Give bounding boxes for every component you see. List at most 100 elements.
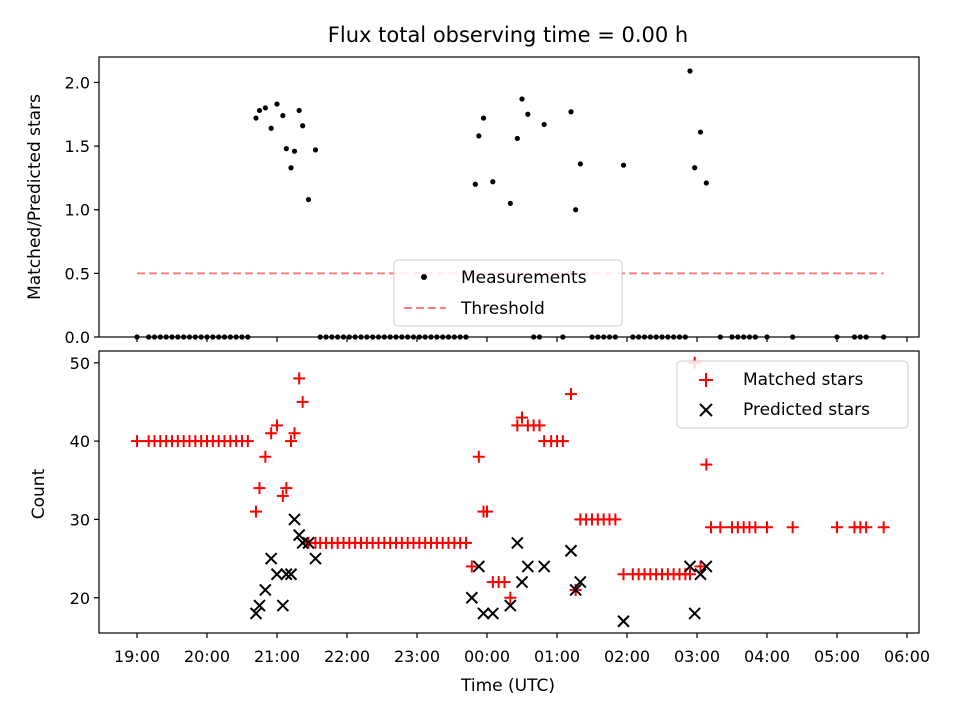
predicted-star-point	[617, 615, 630, 628]
matched-star-point	[460, 536, 472, 549]
top-y-tick-label: 1.5	[65, 137, 90, 156]
bottom-x-tick-label: 20:00	[184, 647, 230, 666]
bottom-ylabel: Count	[29, 468, 49, 519]
predicted-star-point	[569, 583, 582, 597]
bottom-axes-frame	[98, 350, 920, 634]
measurement-point	[480, 115, 487, 121]
legend-threshold-label: Threshold	[460, 299, 545, 319]
predicted-star-point	[477, 607, 490, 620]
matched-star-point	[609, 513, 622, 526]
matched-star-point	[253, 482, 266, 495]
matched-star-point	[472, 450, 485, 463]
bottom-xlabel: Time (UTC)	[460, 676, 555, 696]
matched-star-point	[241, 435, 254, 448]
predicted-star-point	[511, 536, 524, 550]
bottom-y-tick-label: 50	[70, 354, 90, 373]
bottom-x-tick-label: 03:00	[674, 647, 720, 666]
measurement-point	[472, 181, 478, 187]
matched-star-point	[533, 419, 546, 432]
measurement-point	[300, 123, 306, 129]
bottom-x-tick-label: 04:00	[744, 647, 790, 666]
predicted-star-point	[688, 607, 701, 620]
predicted-star-point	[683, 560, 697, 573]
matched-star-point	[684, 568, 696, 581]
predicted-star-point	[564, 544, 578, 557]
measurement-point	[291, 148, 298, 154]
matched-star-point	[271, 419, 283, 432]
top-legend: Measurements Threshold	[393, 259, 623, 327]
measurement-point	[703, 180, 709, 186]
bottom-legend: Matched stars Predicted stars	[676, 360, 909, 429]
legend-predicted-marker	[699, 403, 713, 417]
predicted-star-point	[270, 568, 284, 581]
legend-matched-marker	[699, 373, 713, 387]
matched-star-point	[511, 419, 524, 432]
predicted-star-point	[472, 560, 486, 573]
predicted-star-point	[253, 599, 266, 612]
matched-star-point	[296, 395, 309, 408]
top-ylabel: Matched/Predicted stars	[25, 94, 45, 300]
bottom-x-tick-label: 06:00	[884, 647, 930, 666]
matched-star-point	[465, 560, 478, 573]
matched-star-point	[565, 388, 577, 401]
matched-star-point	[293, 372, 306, 385]
measurement-point	[568, 109, 574, 115]
matched-star-point	[280, 482, 293, 495]
measurement-point	[541, 121, 547, 128]
top-y-tick-label: 1.0	[65, 201, 90, 220]
bottom-y-tick-label: 20	[70, 589, 90, 608]
top-y-tick-label: 0.0	[65, 328, 90, 347]
matched-star-point	[694, 560, 707, 573]
measurement-point	[697, 129, 704, 135]
legend-predicted-label: Predicted stars	[743, 400, 870, 420]
bottom-x-tick-label: 01:00	[534, 647, 580, 666]
measurement-point	[312, 147, 319, 153]
measurement-point	[280, 112, 286, 119]
matched-star-point	[498, 576, 511, 589]
predicted-star-point	[486, 607, 500, 620]
measurement-point	[514, 135, 520, 142]
bottom-x-tick-label: 05:00	[814, 647, 860, 666]
measurement-point	[256, 107, 263, 114]
measurement-point	[253, 115, 259, 121]
top-y-ticks: 0.0 0.5 1.0 1.5 2.0	[65, 73, 99, 347]
bottom-x-ticks: 19:00 20:00 21:00 22:00 23:00 00:00 01:00 02:00…	[114, 633, 930, 666]
matched-star-point	[481, 505, 493, 518]
measurement-point	[620, 162, 627, 168]
matched-star-point	[700, 458, 713, 471]
measurement-point	[507, 200, 513, 206]
top-y-tick-label: 2.0	[65, 73, 90, 92]
predicted-star-point	[276, 599, 290, 612]
measurement-point	[268, 125, 274, 131]
measurement-point	[577, 161, 583, 167]
measurement-point	[476, 133, 482, 139]
measurement-point	[262, 105, 268, 111]
bottom-x-tick-label: 02:00	[604, 647, 650, 666]
measurement-point	[288, 165, 294, 171]
bottom-x-tick-label: 22:00	[324, 647, 370, 666]
top-panel: Flux total observing time = 0.00 h Match…	[25, 23, 920, 347]
matched-star-point	[714, 521, 727, 534]
top-axes-frame	[98, 56, 920, 338]
predicted-star-point	[309, 552, 322, 565]
measurement-point	[490, 179, 496, 185]
bottom-panel: Count Time (UTC) 20 30 40 50 19:00 20:00 21:0…	[29, 350, 930, 696]
matched-star-point	[288, 427, 301, 440]
bottom-y-ticks: 20 30 40 50	[70, 354, 99, 608]
bottom-legend-box	[676, 360, 909, 429]
predicted-star-point	[465, 591, 479, 604]
predicted-star-point	[284, 568, 298, 581]
legend-measurements-label: Measurements	[461, 268, 587, 288]
bottom-x-tick-label: 00:00	[464, 647, 510, 666]
predicted-star-point	[264, 552, 278, 565]
predicted-star-point	[292, 528, 306, 542]
predicted-star-point	[280, 568, 293, 581]
top-legend-box	[393, 259, 623, 327]
predicted-star-point	[700, 560, 713, 573]
legend-measurements-marker	[421, 274, 427, 280]
matched-star-point	[556, 435, 569, 448]
matched-star-point	[877, 521, 890, 534]
matched-star-point	[285, 435, 297, 448]
